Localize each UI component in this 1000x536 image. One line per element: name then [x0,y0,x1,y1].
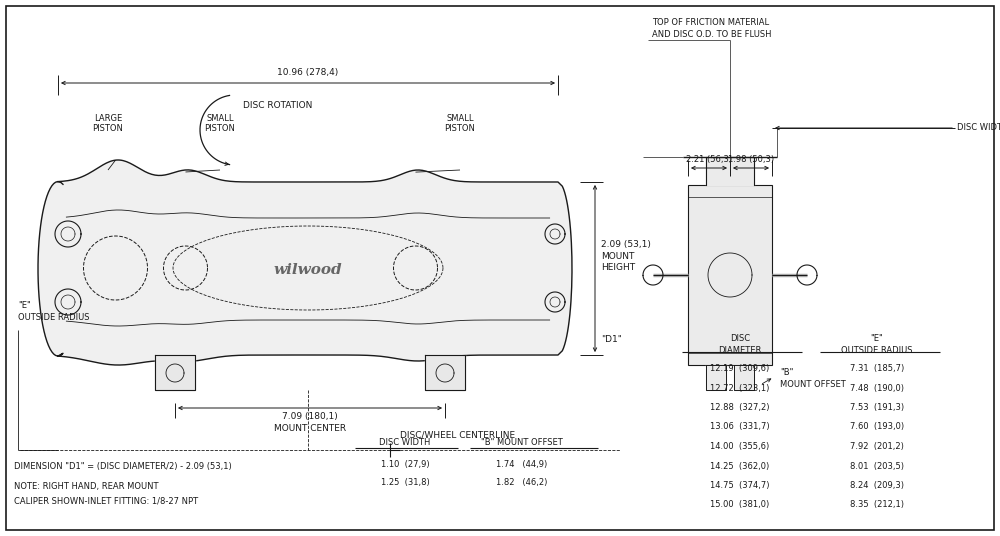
Text: MOUNT CENTER: MOUNT CENTER [274,424,346,433]
Text: MOUNT
HEIGHT: MOUNT HEIGHT [601,252,635,272]
Text: NOTE: RIGHT HAND, REAR MOUNT: NOTE: RIGHT HAND, REAR MOUNT [14,482,158,491]
Text: 13.06  (331,7): 13.06 (331,7) [710,422,770,431]
Polygon shape [706,157,754,185]
Text: "B": "B" [780,368,793,377]
Text: 1.25  (31,8): 1.25 (31,8) [381,478,429,487]
Text: TOP OF FRICTION MATERIAL: TOP OF FRICTION MATERIAL [652,18,769,27]
Text: DISC ROTATION: DISC ROTATION [243,101,312,110]
Text: 1.10  (27,9): 1.10 (27,9) [381,459,429,468]
Text: wilwood: wilwood [274,263,342,277]
Text: 7.53  (191,3): 7.53 (191,3) [850,403,904,412]
Text: 12.88  (327,2): 12.88 (327,2) [710,403,770,412]
Text: DISC WIDTH: DISC WIDTH [957,123,1000,132]
Text: "E": "E" [871,334,883,343]
Text: 7.09 (180,1): 7.09 (180,1) [282,412,338,421]
Polygon shape [706,365,726,390]
Text: 14.25  (362,0): 14.25 (362,0) [710,461,770,471]
Text: SMALL
PISTON: SMALL PISTON [205,114,235,133]
Text: DISC: DISC [730,334,750,343]
Text: 7.60  (193,0): 7.60 (193,0) [850,422,904,431]
Text: 10.96 (278,4): 10.96 (278,4) [277,68,339,77]
Text: DIMENSION "D1" = (DISC DIAMETER/2) - 2.09 (53,1): DIMENSION "D1" = (DISC DIAMETER/2) - 2.0… [14,462,232,471]
Text: OUTSIDE RADIUS: OUTSIDE RADIUS [841,346,913,355]
Text: DISC WIDTH: DISC WIDTH [379,438,431,447]
Text: "E": "E" [18,301,31,310]
Text: DISC/WHEEL CENTERLINE: DISC/WHEEL CENTERLINE [400,431,515,440]
Text: MOUNT OFFSET: MOUNT OFFSET [780,380,846,389]
Polygon shape [425,355,465,390]
Text: 1.82   (46,2): 1.82 (46,2) [496,478,548,487]
Text: LARGE
PISTON: LARGE PISTON [93,114,123,133]
Polygon shape [38,160,572,365]
Text: AND DISC O.D. TO BE FLUSH: AND DISC O.D. TO BE FLUSH [652,30,772,39]
Text: "B" MOUNT OFFSET: "B" MOUNT OFFSET [481,438,563,447]
Text: "D1": "D1" [601,336,622,345]
Text: 12.72  (323,1): 12.72 (323,1) [710,383,770,392]
Text: DIAMETER: DIAMETER [718,346,762,355]
Text: 2.09 (53,1): 2.09 (53,1) [601,241,651,249]
Polygon shape [155,355,195,390]
Text: 8.35  (212,1): 8.35 (212,1) [850,501,904,510]
Text: CALIPER SHOWN-INLET FITTING: 1/8-27 NPT: CALIPER SHOWN-INLET FITTING: 1/8-27 NPT [14,496,198,505]
Text: 14.75  (374,7): 14.75 (374,7) [710,481,770,490]
Text: 2.21 (56,3): 2.21 (56,3) [686,155,732,164]
Text: SMALL
PISTON: SMALL PISTON [445,114,475,133]
Text: 8.24  (209,3): 8.24 (209,3) [850,481,904,490]
Bar [688,185,772,365]
Text: 12.19  (309,6): 12.19 (309,6) [710,364,770,373]
Text: 8.01  (203,5): 8.01 (203,5) [850,461,904,471]
Text: 7.31  (185,7): 7.31 (185,7) [850,364,904,373]
Text: 15.00  (381,0): 15.00 (381,0) [710,501,770,510]
Polygon shape [734,365,754,390]
Text: 14.00  (355,6): 14.00 (355,6) [710,442,770,451]
Text: 1.74   (44,9): 1.74 (44,9) [496,459,548,468]
Text: 7.48  (190,0): 7.48 (190,0) [850,383,904,392]
Text: 7.92  (201,2): 7.92 (201,2) [850,442,904,451]
Text: OUTSIDE RADIUS: OUTSIDE RADIUS [18,313,90,322]
Text: 1.98 (50,3): 1.98 (50,3) [728,155,774,164]
